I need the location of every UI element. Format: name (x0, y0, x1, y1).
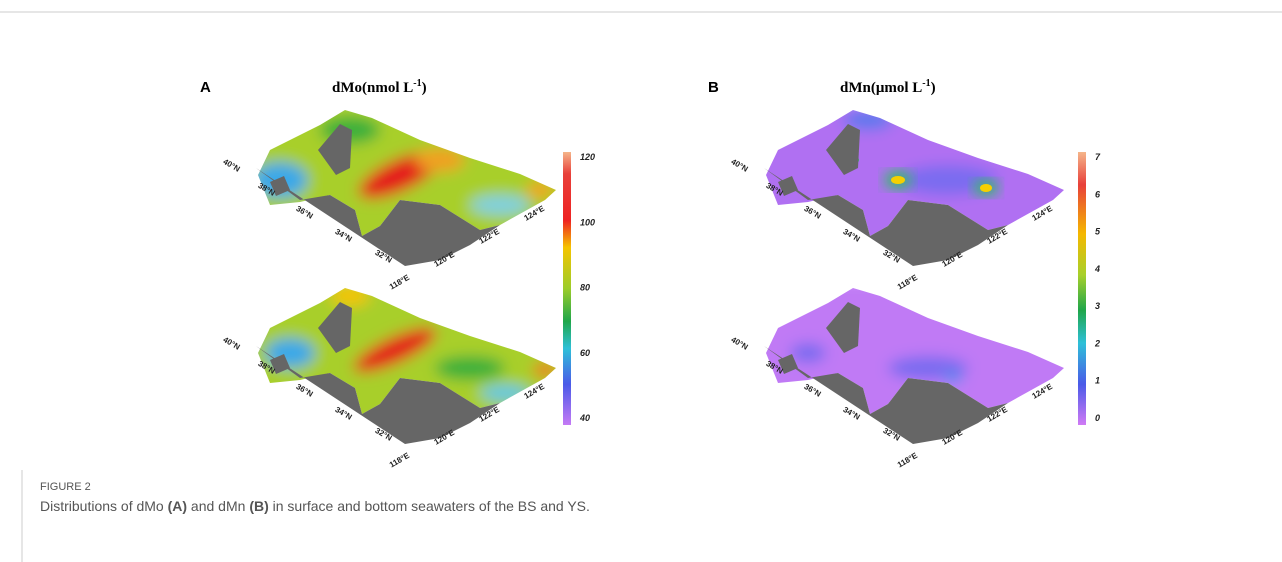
figure: AdMo(nmol L-1)12010080604040°N38°N36°N34… (0, 0, 1282, 562)
colorbar-tick-label: 100 (580, 217, 595, 227)
caption: Distributions of dMo (A) and dMn (B) in … (40, 498, 590, 514)
title-sup: -1 (413, 78, 421, 89)
colorbar-tick-label: 6 (1095, 189, 1101, 199)
panel-title: dMn(μmol L-1) (840, 78, 936, 96)
caption-ref: (B) (249, 498, 268, 514)
lat-label: 40°N (222, 335, 242, 352)
panel-label: A (200, 79, 211, 96)
lat-label: 40°N (730, 335, 750, 352)
colorbar-tick-label: 4 (1094, 264, 1100, 274)
colorbar-tick-label: 1 (1095, 376, 1100, 386)
colorbar (563, 152, 571, 425)
lat-label: 36°N (803, 204, 823, 221)
panel-label: B (708, 79, 719, 96)
colorbar-tick-label: 60 (580, 348, 590, 358)
map (748, 278, 1078, 444)
caption-text: in surface and bottom seawaters of the B… (269, 498, 590, 514)
lat-label: 36°N (803, 382, 823, 399)
lon-label: 118°E (388, 451, 412, 470)
panel-title: dMo(nmol L-1) (332, 78, 427, 96)
map (240, 278, 570, 444)
caption-text: and dMn (187, 498, 249, 514)
colorbar-tick-label: 5 (1095, 227, 1101, 237)
title-text: dMn(μmol L (840, 80, 922, 96)
title-sup: -1 (922, 78, 930, 89)
figure-label: FIGURE 2 (40, 481, 91, 493)
caption-text: Distributions of dMo (40, 498, 168, 514)
map (240, 100, 570, 266)
lon-label: 118°E (896, 273, 920, 292)
title-text: dMo(nmol L (332, 80, 413, 96)
lon-label: 118°E (388, 273, 412, 292)
colorbar-tick-label: 80 (580, 283, 590, 293)
map (748, 100, 1078, 266)
page: AdMo(nmol L-1)12010080604040°N38°N36°N34… (0, 0, 1282, 562)
title-text: ) (422, 80, 427, 96)
colorbar-tick-label: 0 (1095, 413, 1100, 423)
title-text: ) (931, 80, 936, 96)
colorbar-tick-label: 7 (1095, 152, 1101, 162)
lat-label: 36°N (295, 382, 315, 399)
colorbar-tick-label: 120 (580, 152, 595, 162)
colorbar-tick-label: 2 (1094, 338, 1100, 348)
lat-label: 40°N (222, 157, 242, 174)
colorbar-tick-label: 3 (1095, 301, 1100, 311)
lon-label: 118°E (896, 451, 920, 470)
lat-label: 40°N (730, 157, 750, 174)
colorbar (1078, 152, 1086, 425)
caption-ref: (A) (168, 498, 187, 514)
lat-label: 36°N (295, 204, 315, 221)
colorbar-tick-label: 40 (579, 413, 590, 423)
